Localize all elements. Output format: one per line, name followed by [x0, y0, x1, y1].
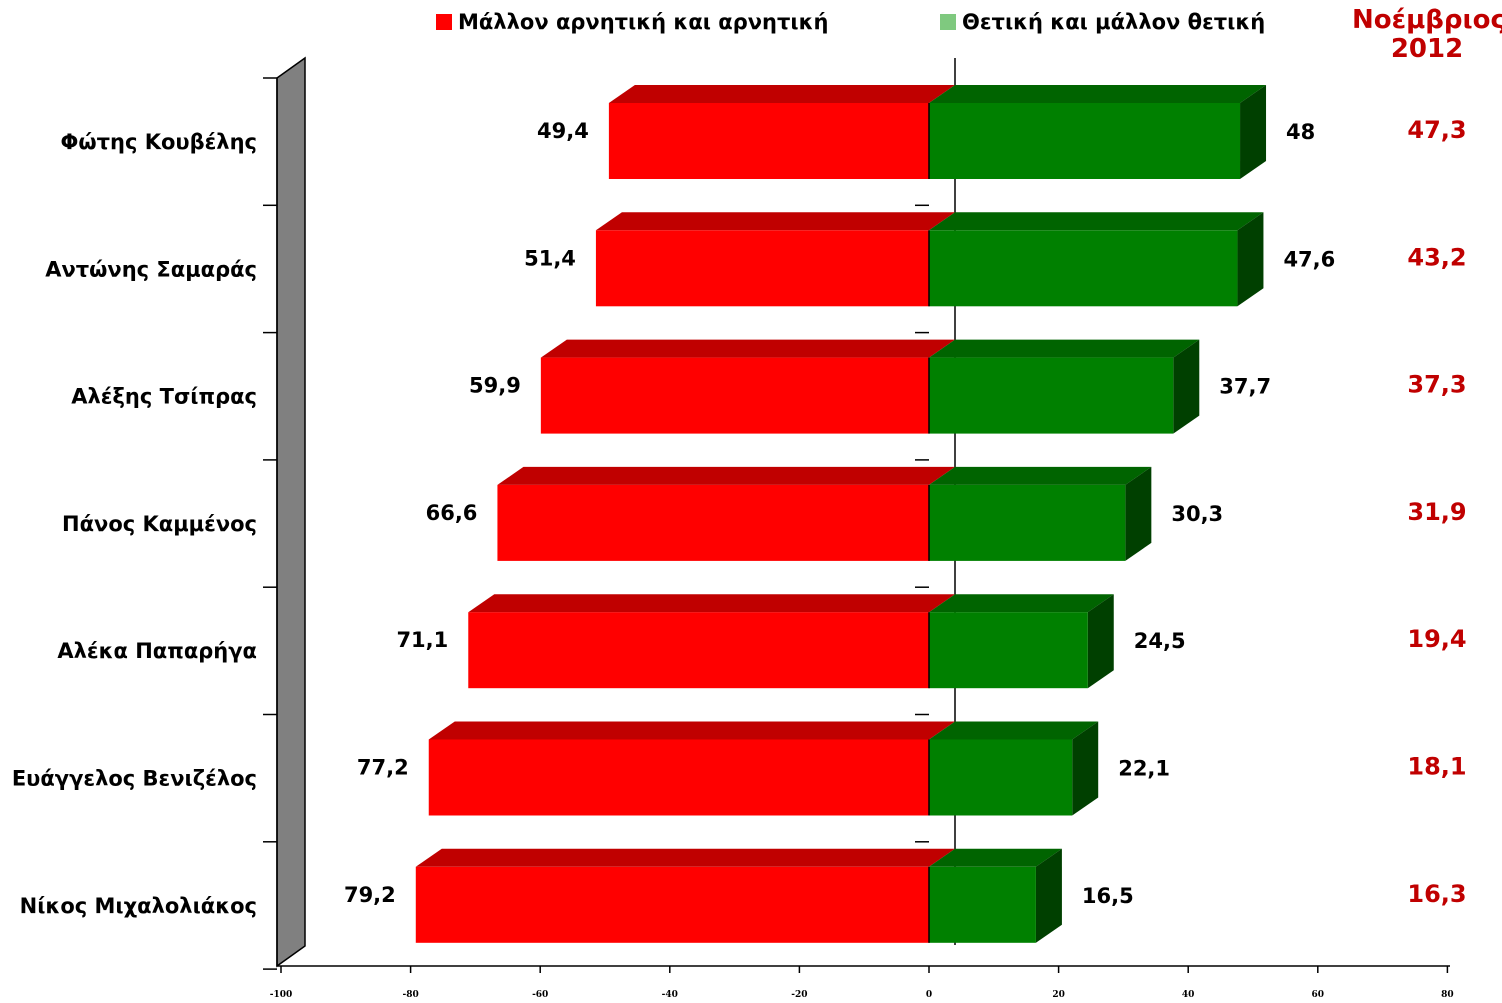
positive-bar-side	[1125, 466, 1152, 561]
legend-negative-label: Μάλλον αρνητική και αρνητική	[458, 10, 829, 34]
positive-bar	[929, 103, 1241, 179]
positive-value-label: 37,7	[1219, 375, 1271, 399]
x-tick-label: 0	[926, 990, 932, 1000]
legend-positive-swatch	[940, 14, 956, 30]
x-tick-label: -60	[532, 990, 548, 1000]
period-label: Νοέμβριος 2012	[1352, 6, 1502, 64]
positive-value-label: 24,5	[1134, 629, 1186, 653]
negative-value-label: 77,2	[357, 756, 409, 780]
negative-bar	[468, 612, 929, 689]
legend-positive-label: Θετική και μάλλον θετική	[962, 10, 1266, 34]
negative-bar-top	[608, 85, 955, 103]
negative-value-label: 59,9	[469, 374, 521, 398]
period-year: 2012	[1390, 34, 1464, 64]
category-label: Αλέκα Παπαρήγα	[57, 639, 257, 663]
positive-bar-top	[929, 721, 1099, 740]
positive-bar	[929, 612, 1088, 689]
category-label: Φώτης Κουβέλης	[60, 130, 257, 154]
category-label: Νίκος Μιχαλολιάκος	[20, 894, 257, 918]
category-label: Αντώνης Σαμαράς	[45, 257, 257, 281]
previous-period-value: 43,2	[1407, 243, 1466, 271]
positive-bar-top	[929, 466, 1152, 485]
category-label: Ευάγγελος Βενιζέλος	[12, 767, 257, 791]
x-tick-label: 60	[1312, 990, 1325, 1000]
legend-negative-swatch	[436, 14, 452, 30]
category-label: Αλέξης Τσίπρας	[71, 385, 257, 409]
negative-value-label: 66,6	[426, 501, 478, 525]
negative-bar-top	[468, 594, 955, 613]
positive-bar-side	[1087, 594, 1114, 689]
positive-bar-side	[1035, 848, 1062, 943]
previous-period-value: 47,3	[1407, 116, 1466, 144]
negative-bar	[540, 357, 929, 434]
negative-value-label: 79,2	[344, 883, 396, 907]
negative-value-label: 71,1	[396, 628, 448, 652]
negative-bar-top	[540, 339, 955, 358]
positive-bar	[929, 739, 1073, 816]
negative-bar	[595, 230, 929, 307]
x-tick-label: -40	[662, 990, 678, 1000]
positive-value-label: 22,1	[1118, 757, 1170, 781]
previous-period-value: 37,3	[1407, 371, 1466, 399]
negative-value-label: 51,4	[524, 246, 576, 270]
positive-bar-top	[929, 594, 1114, 613]
positive-bar-top	[929, 85, 1267, 103]
positive-bar-top	[929, 339, 1200, 358]
legend-positive: Θετική και μάλλον θετική	[940, 10, 1265, 34]
positive-bar-top	[929, 212, 1264, 231]
negative-bar-top	[595, 212, 955, 231]
positive-bar	[929, 866, 1036, 943]
negative-bar	[428, 739, 929, 816]
negative-bar-top	[415, 848, 955, 867]
left-wall	[276, 56, 306, 968]
period-month: Νοέμβριος	[1352, 5, 1502, 35]
positive-value-label: 16,5	[1082, 884, 1134, 908]
category-label: Πάνος Καμμένος	[62, 512, 257, 536]
previous-period-value: 16,3	[1407, 880, 1466, 908]
positive-bar	[929, 230, 1238, 307]
x-tick-label: 80	[1441, 990, 1454, 1000]
positive-value-label: 47,6	[1283, 247, 1335, 271]
negative-bar-top	[497, 466, 955, 485]
negative-bar	[608, 103, 929, 179]
positive-bar-side	[1237, 212, 1264, 307]
legend-negative: Μάλλον αρνητική και αρνητική	[436, 10, 828, 34]
x-tick-label: 40	[1182, 990, 1195, 1000]
negative-value-label: 49,4	[537, 119, 589, 143]
x-tick-label: -100	[270, 990, 293, 1000]
previous-period-value: 19,4	[1407, 625, 1466, 653]
positive-value-label: 48	[1286, 120, 1315, 144]
x-tick-label: -80	[402, 990, 418, 1000]
negative-bar-top	[428, 721, 955, 740]
positive-bar-side	[1072, 721, 1099, 816]
x-tick-label: -20	[791, 990, 807, 1000]
positive-bar-side	[1240, 85, 1267, 179]
previous-period-value: 18,1	[1407, 753, 1466, 781]
positive-bar-top	[929, 848, 1062, 867]
positive-bar-side	[1173, 339, 1200, 434]
previous-period-value: 31,9	[1407, 498, 1466, 526]
x-tick-label: 20	[1052, 990, 1065, 1000]
positive-value-label: 30,3	[1171, 502, 1223, 526]
negative-bar	[497, 484, 929, 561]
positive-bar	[929, 484, 1126, 561]
positive-bar	[929, 357, 1174, 434]
negative-bar	[415, 866, 929, 943]
